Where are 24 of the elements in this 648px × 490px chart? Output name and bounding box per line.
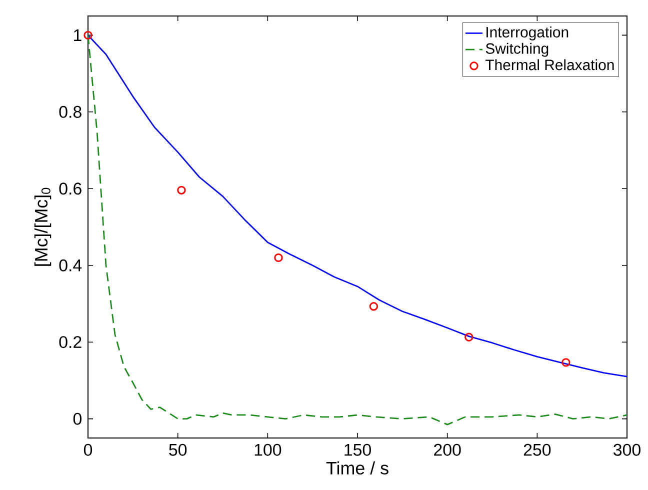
point (177, 186, 186, 195)
x-tick-label: 100 (254, 444, 282, 456)
y-tick-label: 0 (73, 412, 82, 425)
y-axis-title: [Mc]/[Mc]$_{0}$ (34, 188, 52, 266)
x-tick-label: 250 (524, 444, 551, 456)
x-tick-label: 50 (169, 444, 187, 456)
point (274, 253, 283, 262)
legend-label: Switching (486, 42, 548, 57)
legend-label: Interrogation (486, 26, 568, 40)
x-tick-label: 300 (614, 444, 640, 456)
y-tick-label: 0.4 (59, 259, 82, 272)
point (84, 30, 92, 40)
x-tick-label: 150 (344, 444, 371, 456)
y-tick-label: 0.6 (59, 182, 82, 195)
y-tick-label: 0.8 (59, 106, 82, 118)
x-tick-label: 200 (434, 444, 461, 456)
point (369, 302, 378, 311)
point (562, 358, 570, 367)
point (464, 332, 474, 342)
y-tick-label: 1 (74, 29, 82, 42)
y-tick-label: 0.2 (59, 336, 82, 348)
x-axis-title: Time / s (326, 461, 388, 474)
legend-label: Thermal Relaxation (485, 59, 614, 70)
x-tick-label: 0 (84, 444, 92, 456)
